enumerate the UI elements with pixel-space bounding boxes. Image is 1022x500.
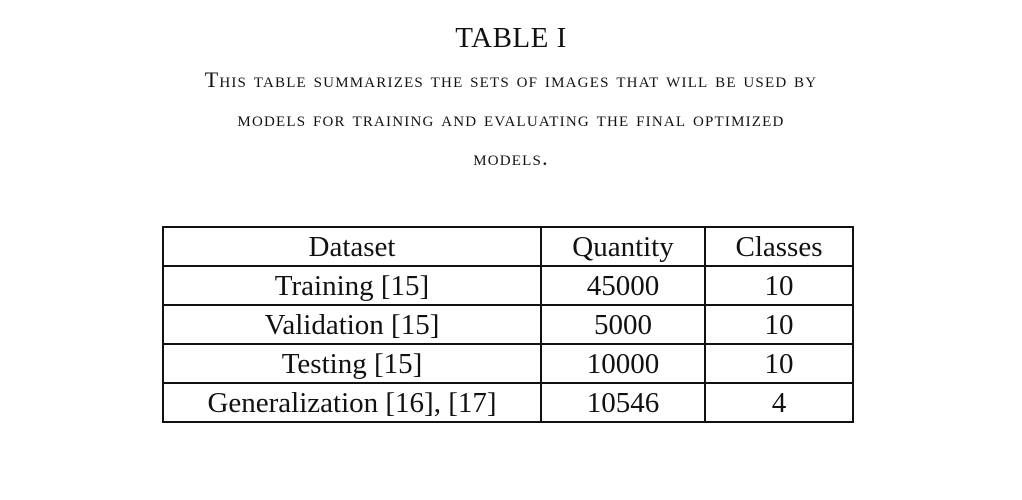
cell-dataset: Validation [15] bbox=[162, 305, 542, 345]
cell-quantity: 5000 bbox=[540, 305, 706, 345]
table-body: Training [15] 45000 10 Validation [15] 5… bbox=[162, 266, 854, 423]
cell-quantity: 10000 bbox=[540, 344, 706, 384]
cell-classes: 10 bbox=[704, 305, 854, 345]
table-header: Dataset Quantity Classes bbox=[162, 227, 854, 267]
cell-dataset: Testing [15] bbox=[162, 344, 542, 384]
table-caption: This table summarizes the sets of images… bbox=[6, 60, 1016, 177]
cell-dataset: Training [15] bbox=[162, 266, 542, 306]
cell-classes: 10 bbox=[704, 344, 854, 384]
cell-quantity: 10546 bbox=[540, 383, 706, 423]
table-caption-line: This table summarizes the sets of images… bbox=[204, 67, 818, 92]
table-row: Generalization [16], [17] 10546 4 bbox=[162, 383, 854, 423]
table-caption-line: models. bbox=[473, 145, 549, 170]
cell-quantity: 45000 bbox=[540, 266, 706, 306]
table-caption-label: TABLE I bbox=[455, 22, 567, 54]
cell-dataset: Generalization [16], [17] bbox=[162, 383, 542, 423]
table-caption-line: models for training and evaluating the f… bbox=[237, 106, 785, 131]
cell-classes: 10 bbox=[704, 266, 854, 306]
dataset-table: Dataset Quantity Classes Training [15] 4… bbox=[162, 226, 854, 423]
cell-classes: 4 bbox=[704, 383, 854, 423]
header-quantity: Quantity bbox=[540, 227, 706, 267]
table-row: Testing [15] 10000 10 bbox=[162, 344, 854, 384]
table-row: Training [15] 45000 10 bbox=[162, 266, 854, 306]
table-header-row: Dataset Quantity Classes bbox=[162, 227, 854, 267]
table-row: Validation [15] 5000 10 bbox=[162, 305, 854, 345]
header-classes: Classes bbox=[704, 227, 854, 267]
header-dataset: Dataset bbox=[162, 227, 542, 267]
